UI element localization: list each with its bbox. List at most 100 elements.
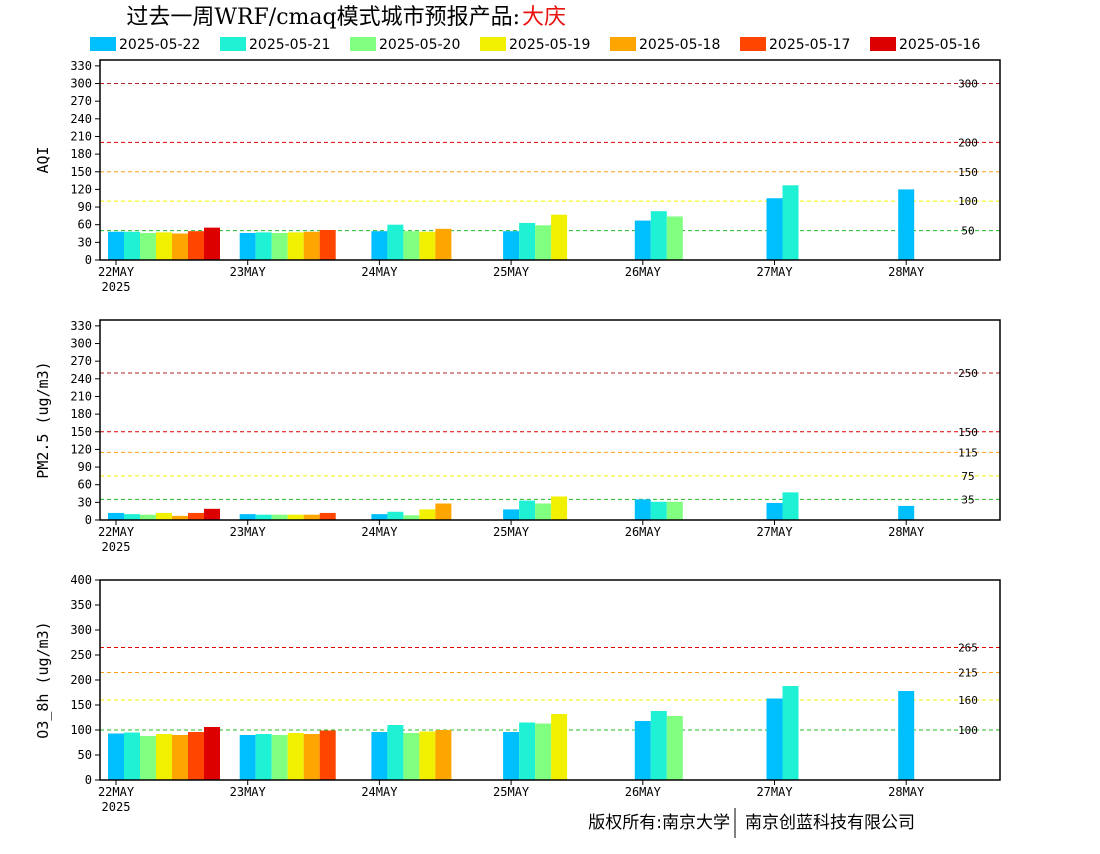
bar <box>124 732 140 780</box>
threshold-label: 150 <box>958 426 978 439</box>
bar <box>156 734 172 780</box>
bar <box>519 722 536 780</box>
y-tick-label: 330 <box>70 59 92 73</box>
threshold-label: 160 <box>958 694 978 707</box>
bar <box>503 509 520 520</box>
threshold-label: 200 <box>958 136 978 149</box>
bar <box>255 514 272 520</box>
legend-label: 2025-05-20 <box>379 37 460 53</box>
y-tick-label: 400 <box>70 573 92 587</box>
plot-frame <box>99 59 1001 261</box>
x-tick-label: 24MAY <box>361 525 398 539</box>
x-tick-label: 27MAY <box>756 785 793 799</box>
y-axis-label: AQI <box>34 146 52 173</box>
bar <box>650 711 667 780</box>
legend-swatch <box>220 37 246 51</box>
bar <box>188 512 204 520</box>
bar <box>403 231 420 260</box>
bar <box>371 231 388 260</box>
bar <box>650 211 667 260</box>
threshold-label: 150 <box>958 166 978 179</box>
y-tick-label: 0 <box>85 513 92 527</box>
x-year-label: 2025 <box>102 280 131 294</box>
bar <box>140 514 156 520</box>
y-tick-label: 330 <box>70 319 92 333</box>
threshold-label: 100 <box>958 195 978 208</box>
y-tick-label: 60 <box>78 218 92 232</box>
legend-swatch <box>610 37 636 51</box>
bar <box>188 231 204 260</box>
threshold-label: 35 <box>961 493 974 506</box>
x-tick-label: 25MAY <box>493 265 530 279</box>
chart-title: 过去一周WRF/cmaq模式城市预报产品: <box>126 5 520 30</box>
bar <box>435 730 452 780</box>
y-axis-label: PM2.5 (ug/m3) <box>34 361 52 478</box>
x-tick-label: 27MAY <box>756 525 793 539</box>
x-tick-label: 22MAY <box>98 265 135 279</box>
bar <box>140 736 156 780</box>
bar <box>503 231 520 260</box>
bar <box>782 492 799 520</box>
y-tick-label: 250 <box>70 648 92 662</box>
threshold-label: 50 <box>961 225 974 238</box>
y-tick-label: 0 <box>85 773 92 787</box>
bar <box>535 225 552 260</box>
chart-panel: 250 150 115 75 35 0 30 60 90 120 150 180 210 240 270 30… <box>34 319 1001 554</box>
bar <box>782 686 799 780</box>
bar <box>387 224 404 260</box>
x-tick-label: 25MAY <box>493 785 530 799</box>
y-tick-label: 100 <box>70 723 92 737</box>
y-tick-label: 120 <box>70 182 92 196</box>
x-tick-label: 23MAY <box>230 785 267 799</box>
y-tick-label: 150 <box>70 698 92 712</box>
bar <box>898 505 915 520</box>
bar <box>271 514 288 520</box>
bar <box>551 496 568 520</box>
bar <box>255 232 272 260</box>
legend-swatch <box>90 37 116 51</box>
x-tick-label: 22MAY <box>98 525 135 539</box>
bar <box>766 502 783 520</box>
x-tick-label: 28MAY <box>888 785 925 799</box>
x-tick-label: 26MAY <box>625 525 662 539</box>
legend-label: 2025-05-16 <box>899 37 980 53</box>
bar <box>287 514 304 520</box>
y-tick-label: 90 <box>78 460 92 474</box>
y-tick-label: 90 <box>78 200 92 214</box>
bar <box>535 723 552 780</box>
bar <box>319 512 336 520</box>
bar <box>172 735 188 780</box>
plot-frame <box>99 319 1001 521</box>
threshold-label: 215 <box>958 667 978 680</box>
y-tick-label: 150 <box>70 165 92 179</box>
y-tick-label: 300 <box>70 337 92 351</box>
bar <box>156 512 172 520</box>
bar <box>503 732 520 780</box>
bar <box>766 198 783 260</box>
y-tick-label: 300 <box>70 77 92 91</box>
bar <box>287 733 304 780</box>
bar <box>435 228 452 260</box>
legend: 2025-05-22 2025-05-21 2025-05-20 2025-05-19… <box>90 37 980 53</box>
legend-label: 2025-05-22 <box>119 37 200 53</box>
bar <box>419 731 436 780</box>
x-tick-label: 28MAY <box>888 265 925 279</box>
x-tick-label: 25MAY <box>493 525 530 539</box>
legend-label: 2025-05-19 <box>509 37 590 53</box>
x-tick-label: 23MAY <box>230 525 267 539</box>
bar <box>634 499 651 520</box>
y-tick-label: 300 <box>70 623 92 637</box>
bar <box>435 503 452 520</box>
legend-label: 2025-05-17 <box>769 37 850 53</box>
y-tick-label: 150 <box>70 425 92 439</box>
chart-panels: 3002001501005003060901201501802102402703… <box>34 59 1001 814</box>
x-tick-label: 23MAY <box>230 265 267 279</box>
bar <box>387 725 404 780</box>
bar <box>188 732 204 780</box>
bar <box>766 698 783 780</box>
y-tick-label: 30 <box>78 235 92 249</box>
bar <box>172 233 188 260</box>
bar <box>634 721 651 780</box>
